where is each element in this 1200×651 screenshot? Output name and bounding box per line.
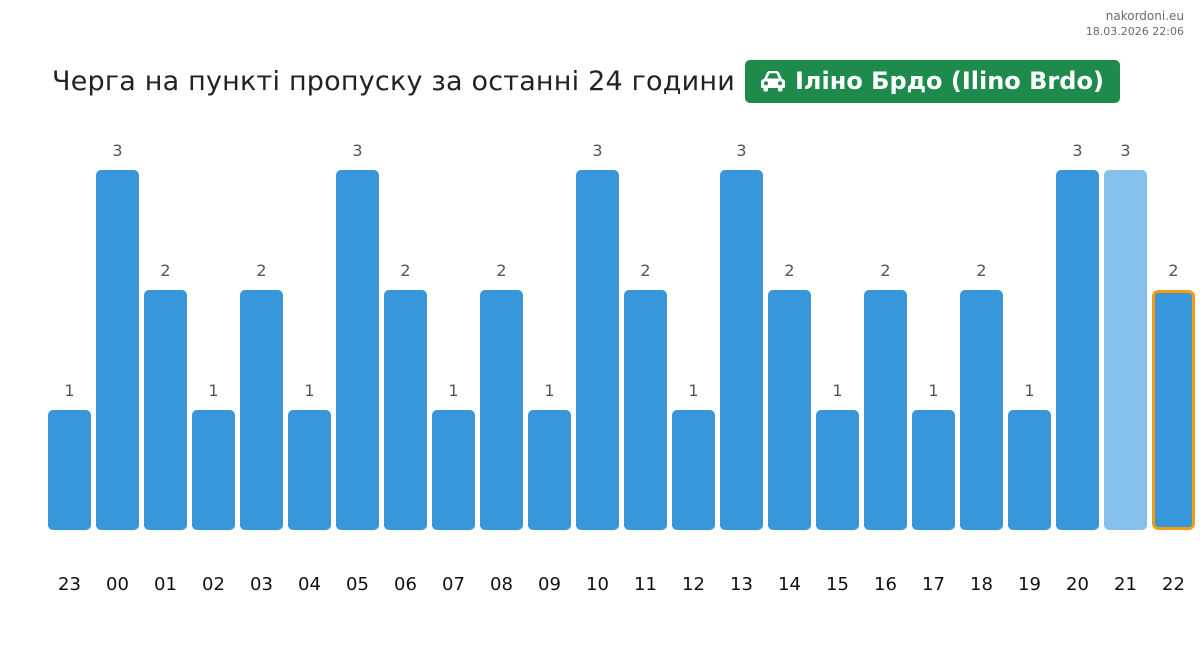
x-tick-label-22: 22	[1162, 574, 1185, 595]
bar-00	[96, 170, 139, 530]
x-tick-label-01: 01	[154, 574, 177, 595]
bar-11	[624, 290, 667, 530]
checkpoint-badge: Іліно Брдо (Ilino Brdo)	[745, 59, 1120, 103]
value-label-08: 2	[496, 261, 506, 280]
bar-23	[48, 410, 91, 530]
bar-19	[1008, 410, 1051, 530]
value-label-00: 3	[112, 141, 122, 160]
bar-20	[1056, 170, 1099, 530]
watermark: nakordoni.eu 18.03.2026 22:06	[1086, 8, 1184, 39]
x-tick-label-14: 14	[778, 574, 801, 595]
bar-15	[816, 410, 859, 530]
value-label-15: 1	[832, 381, 842, 400]
value-label-05: 3	[352, 141, 362, 160]
x-tick-label-06: 06	[394, 574, 417, 595]
x-tick-label-02: 02	[202, 574, 225, 595]
value-label-20: 3	[1072, 141, 1082, 160]
chart-header: Черга на пункті пропуску за останні 24 г…	[52, 59, 1120, 103]
value-label-23: 1	[64, 381, 74, 400]
x-tick-label-04: 04	[298, 574, 321, 595]
x-tick-label-05: 05	[346, 574, 369, 595]
x-tick-label-21: 21	[1114, 574, 1137, 595]
value-label-16: 2	[880, 261, 890, 280]
value-label-07: 1	[448, 381, 458, 400]
x-tick-label-10: 10	[586, 574, 609, 595]
value-label-21: 3	[1120, 141, 1130, 160]
x-tick-label-00: 00	[106, 574, 129, 595]
value-label-06: 2	[400, 261, 410, 280]
x-tick-label-20: 20	[1066, 574, 1089, 595]
bar-06	[384, 290, 427, 530]
bar-09	[528, 410, 571, 530]
value-label-22: 2	[1168, 261, 1178, 280]
bar-12	[672, 410, 715, 530]
x-tick-label-09: 09	[538, 574, 561, 595]
value-label-09: 1	[544, 381, 554, 400]
value-label-02: 1	[208, 381, 218, 400]
value-label-04: 1	[304, 381, 314, 400]
x-tick-label-12: 12	[682, 574, 705, 595]
x-tick-label-17: 17	[922, 574, 945, 595]
bar-08	[480, 290, 523, 530]
value-label-03: 2	[256, 261, 266, 280]
bar-18	[960, 290, 1003, 530]
bar-01	[144, 290, 187, 530]
bar-14	[768, 290, 811, 530]
watermark-site: nakordoni.eu	[1105, 9, 1184, 23]
bar-13	[720, 170, 763, 530]
value-label-14: 2	[784, 261, 794, 280]
bar-17	[912, 410, 955, 530]
value-label-11: 2	[640, 261, 650, 280]
bar-10	[576, 170, 619, 530]
bar-07	[432, 410, 475, 530]
bar-02	[192, 410, 235, 530]
value-label-19: 1	[1024, 381, 1034, 400]
bar-04	[288, 410, 331, 530]
car-icon	[759, 69, 787, 93]
value-label-12: 1	[688, 381, 698, 400]
x-tick-label-08: 08	[490, 574, 513, 595]
x-tick-label-07: 07	[442, 574, 465, 595]
x-tick-label-19: 19	[1018, 574, 1041, 595]
bar-21	[1104, 170, 1147, 530]
x-tick-label-18: 18	[970, 574, 993, 595]
checkpoint-name: Іліно Брдо (Ilino Brdo)	[795, 67, 1104, 95]
x-tick-label-23: 23	[58, 574, 81, 595]
value-label-18: 2	[976, 261, 986, 280]
watermark-timestamp: 18.03.2026 22:06	[1085, 25, 1184, 38]
x-tick-label-13: 13	[730, 574, 753, 595]
x-tick-label-11: 11	[634, 574, 657, 595]
bar-22	[1152, 290, 1195, 530]
bar-03	[240, 290, 283, 530]
x-tick-label-16: 16	[874, 574, 897, 595]
bar-05	[336, 170, 379, 530]
value-label-13: 3	[736, 141, 746, 160]
chart-title: Черга на пункті пропуску за останні 24 г…	[52, 65, 735, 97]
x-tick-label-03: 03	[250, 574, 273, 595]
value-label-01: 2	[160, 261, 170, 280]
bar-16	[864, 290, 907, 530]
x-tick-label-15: 15	[826, 574, 849, 595]
value-label-10: 3	[592, 141, 602, 160]
value-label-17: 1	[928, 381, 938, 400]
